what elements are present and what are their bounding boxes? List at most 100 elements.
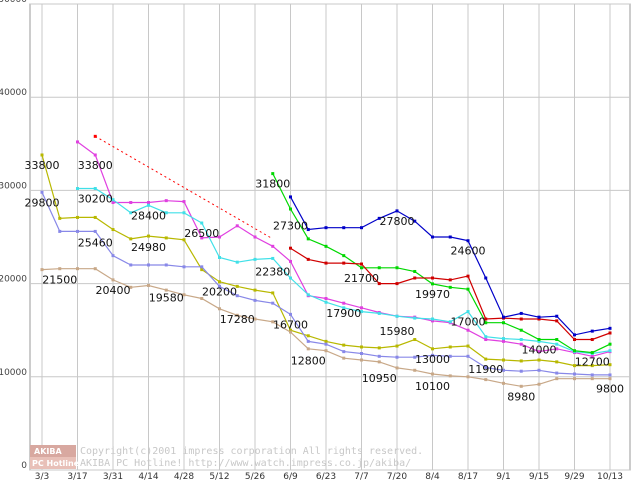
series-point-magenta [129,201,133,205]
series-point-tan [395,366,399,370]
series-point-periwinkle [164,263,168,267]
series-point-olive [395,344,399,348]
series-point-magenta [235,224,239,228]
series-point-green [448,285,452,289]
series-point-blue [360,226,363,230]
series-point-cyan [395,314,399,318]
series-point-olive [164,236,168,240]
series-point-cyan [235,260,239,264]
series-point-periwinkle [253,298,257,302]
series-point-tan [466,375,470,379]
series-point-red [537,317,541,321]
series-point-magenta [502,339,505,343]
y-tick-label: 30000 [0,181,27,191]
data-label: 22380 [255,265,290,278]
data-labels: 33800 29800 21500 33800 30200 25460 20400 28400… [25,159,625,403]
series-point-red [395,282,399,286]
series-point-tan [537,382,541,386]
data-label: 11900 [468,363,503,376]
data-label: 24600 [451,245,486,258]
series-point-tan [164,288,168,292]
copyright-line-2: AKIBA PC Hotline! http://www.watch.impre… [80,458,411,469]
series-point-blue [377,216,381,220]
series-point-olive [147,234,150,238]
series-point-olive [218,280,221,284]
series-point-red [608,331,612,335]
data-label: 14000 [522,344,557,357]
data-label: 30200 [78,193,113,206]
series-point-tan [377,360,381,364]
trend-dotted-line [94,135,274,240]
x-tick-label: 9/29 [564,472,584,480]
series-point-magenta [342,301,346,305]
logo-text-top: AKIBA [34,447,62,456]
y-tick-label: 40000 [0,88,27,98]
series-point-olive [519,359,523,363]
series-point-periwinkle [40,190,44,194]
series-point-periwinkle [58,229,62,233]
data-label: 19580 [149,292,184,305]
series-point-tan [147,283,150,287]
series-point-tan [431,372,434,376]
series-point-tan [484,378,488,382]
series-point-periwinkle [466,354,470,358]
series-point-red [519,317,523,321]
series-point-olive [431,347,434,351]
series-point-green [306,237,310,241]
series-point-olive [448,345,452,349]
series-point-tan [58,267,62,271]
series-point-magenta [590,354,594,358]
series-point-periwinkle [431,353,434,357]
series-point-tan [360,358,363,362]
data-label: 26500 [184,227,219,240]
x-tick-label: 4/28 [174,472,194,480]
series-point-olive [200,268,204,272]
series-point-cyan [324,300,328,304]
series-point-olive [484,357,488,361]
series-point-olive [342,343,346,347]
series-point-green [537,338,541,342]
series-point-tan [519,384,523,388]
series-point-green [519,328,523,332]
data-label: 17900 [326,307,361,320]
series-point-green [431,282,434,286]
x-tick-label: 8/4 [425,472,440,480]
y-tick-label: 0 [21,461,27,471]
data-label: 25460 [78,237,113,250]
series-point-magenta [147,201,150,205]
data-label: 33800 [25,159,60,172]
series-point-green [555,338,559,342]
series-point-red [555,319,559,323]
data-label: 24980 [131,241,166,254]
series-point-blue [413,219,417,223]
series-lines [40,140,612,388]
x-tick-label: 10/13 [597,472,623,480]
series-point-blue [448,235,452,239]
series-point-periwinkle [200,265,204,269]
series-point-blue [537,315,541,319]
series-point-blue [289,195,292,199]
series-point-olive [182,238,186,242]
series-point-cyan [200,221,204,225]
data-label: 20200 [202,286,237,299]
series-point-magenta [555,347,559,351]
y-tick-label: 20000 [0,275,27,285]
series-point-tan [324,349,328,353]
series-point-cyan [253,257,257,261]
series-point-cyan [111,198,115,202]
series-point-periwinkle [395,355,399,359]
series-point-green [484,321,488,325]
series-point-olive [324,339,328,343]
series-point-magenta [519,342,523,346]
series-point-cyan [537,339,541,343]
series-point-periwinkle [360,352,363,355]
trend-start-marker [93,134,97,138]
series-point-tan [93,267,97,271]
series-point-red [342,261,346,265]
x-tick-label: 9/1 [496,472,510,480]
series-point-red [590,338,594,342]
series-point-green [395,266,399,270]
series-point-olive [413,338,417,342]
series-point-green [573,349,576,353]
series-point-tan [129,285,133,289]
